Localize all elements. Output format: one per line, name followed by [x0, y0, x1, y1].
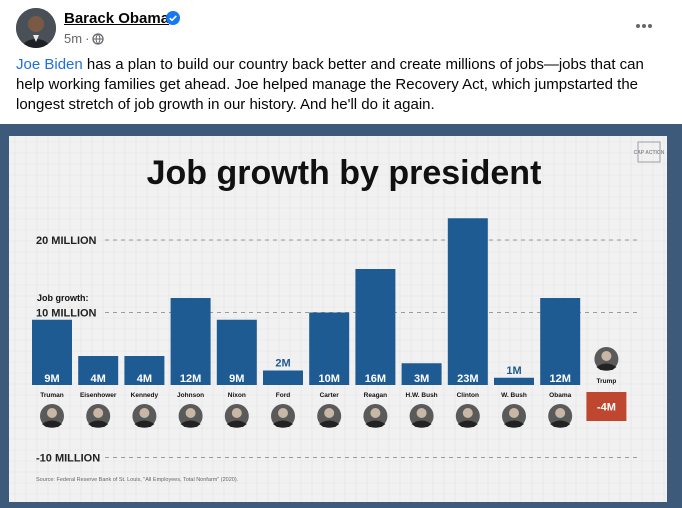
bar-value-label: 4M	[91, 373, 106, 385]
bar-value-label: 4M	[137, 373, 152, 385]
source-note: Source: Federal Reserve Bank of St. Loui…	[36, 477, 239, 483]
bar[interactable]	[124, 356, 165, 385]
bar[interactable]	[586, 392, 627, 421]
mention-link[interactable]: Joe Biden	[16, 56, 83, 73]
bar-value-label: 10M	[318, 373, 339, 385]
category-label: Johnson	[177, 392, 204, 399]
category-label: Obama	[549, 392, 571, 399]
president-portrait	[502, 404, 526, 428]
bar[interactable]	[401, 363, 442, 385]
bar-value-label: 23M	[457, 373, 478, 385]
president-portrait	[548, 404, 573, 428]
bar-value-label: 9M	[44, 373, 59, 385]
president-portrait	[224, 404, 249, 428]
y-tick-label: -10 MILLION	[36, 453, 100, 465]
avatar[interactable]	[16, 8, 56, 48]
bar[interactable]	[263, 370, 303, 386]
category-label: Carter	[320, 392, 340, 399]
bar[interactable]	[494, 377, 534, 385]
post-meta: 5m ·	[64, 31, 105, 46]
president-portrait	[594, 347, 619, 371]
category-label: Trump	[596, 378, 616, 385]
globe-icon[interactable]	[92, 32, 105, 45]
bar[interactable]	[540, 298, 581, 385]
post-text: Joe Biden has a plan to build our countr…	[16, 55, 664, 115]
y-tick-label: 10 MILLION	[36, 308, 97, 320]
bar-value-label: -4M	[597, 402, 616, 414]
category-label: W. Bush	[501, 392, 527, 399]
bar-value-label: 2M	[275, 358, 290, 370]
category-label: Kennedy	[131, 392, 159, 399]
y-tick-label: 20 MILLION	[36, 235, 97, 247]
president-portrait	[409, 404, 434, 428]
y-axis-label: Job growth:	[37, 293, 89, 303]
logo-text: CAP ACTION	[634, 150, 665, 156]
more-options-button[interactable]	[630, 12, 658, 40]
category-label: Ford	[276, 392, 290, 399]
bar[interactable]	[309, 312, 350, 386]
bar-value-label: 1M	[506, 365, 521, 377]
category-label: Eisenhower	[80, 392, 117, 399]
president-portrait	[455, 404, 480, 428]
cap-action-logo: CAP ACTION	[634, 141, 665, 163]
category-label: Reagan	[364, 392, 388, 399]
president-portrait	[86, 404, 111, 428]
president-portrait	[271, 404, 295, 428]
bar-value-label: 3M	[414, 373, 429, 385]
category-label: Truman	[40, 392, 64, 399]
meta-separator: ·	[85, 31, 90, 46]
president-portrait	[317, 404, 342, 428]
chart-graphic[interactable]: Job growth by president CAP ACTION Job g…	[0, 124, 682, 508]
verified-badge-icon	[166, 11, 180, 25]
bar[interactable]	[78, 356, 119, 385]
chart-title: Job growth by president	[147, 154, 542, 192]
author-name[interactable]: Barack Obama	[64, 10, 170, 27]
bar[interactable]	[216, 319, 257, 385]
bar-value-label: 12M	[180, 373, 201, 385]
president-portrait	[363, 404, 388, 428]
job-growth-chart: Job growth by president CAP ACTION Job g…	[9, 136, 667, 502]
bar-value-label: 9M	[229, 373, 244, 385]
bar-value-label: 12M	[549, 373, 570, 385]
president-portrait	[40, 404, 64, 428]
post-timestamp[interactable]: 5m	[64, 31, 83, 46]
post-body-text: has a plan to build our country back bet…	[16, 56, 644, 113]
president-portrait	[132, 404, 157, 428]
bar[interactable]	[447, 218, 488, 385]
bar[interactable]	[355, 269, 396, 385]
category-label: Nixon	[228, 392, 246, 399]
bar-value-label: 16M	[365, 373, 386, 385]
bar[interactable]	[170, 298, 211, 385]
bar[interactable]	[32, 319, 72, 385]
category-label: Clinton	[457, 392, 479, 399]
post-header: Barack Obama 5m ·	[0, 0, 682, 52]
president-portrait	[178, 404, 203, 428]
category-label: H.W. Bush	[406, 392, 438, 399]
